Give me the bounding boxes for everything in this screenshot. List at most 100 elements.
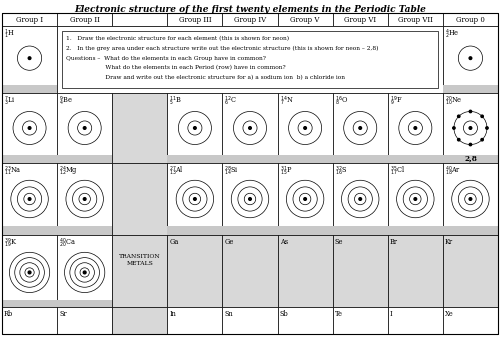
- Text: $^{16}_{8}$O: $^{16}_{8}$O: [334, 95, 348, 108]
- Circle shape: [194, 127, 196, 129]
- Bar: [2, 155, 57, 163]
- Bar: [168, 235, 222, 307]
- Text: Sb: Sb: [280, 310, 288, 318]
- Bar: [278, 163, 332, 235]
- Text: 1.   Draw the electronic structure for each element (this is shown for neon): 1. Draw the electronic structure for eac…: [66, 36, 289, 41]
- Text: Group IV: Group IV: [234, 16, 266, 23]
- Text: Group VI: Group VI: [344, 16, 376, 23]
- Text: Draw and write out the electronic structure for a) a sodium ion  b) a chloride i: Draw and write out the electronic struct…: [66, 75, 345, 80]
- Bar: [278, 235, 332, 307]
- Text: $^{39}_{19}$K: $^{39}_{19}$K: [4, 237, 18, 250]
- Text: Te: Te: [334, 310, 342, 318]
- Text: Se: Se: [334, 238, 343, 246]
- Bar: [332, 93, 388, 163]
- Text: $^{4}_{2}$He: $^{4}_{2}$He: [445, 28, 460, 41]
- Circle shape: [458, 115, 460, 118]
- Bar: [222, 155, 278, 163]
- Text: As: As: [280, 238, 287, 246]
- Bar: [332, 13, 388, 26]
- Text: $^{23}_{11}$Na: $^{23}_{11}$Na: [4, 165, 21, 178]
- Bar: [388, 93, 443, 163]
- Bar: [443, 163, 498, 235]
- Bar: [222, 163, 278, 235]
- Bar: [2, 226, 57, 235]
- Text: In: In: [170, 310, 176, 318]
- Text: $^{12}_{6}$C: $^{12}_{6}$C: [224, 95, 237, 108]
- Circle shape: [359, 127, 362, 129]
- Circle shape: [84, 271, 86, 274]
- Circle shape: [458, 138, 460, 141]
- Bar: [168, 307, 222, 334]
- Text: Group II: Group II: [70, 16, 100, 23]
- Bar: [278, 307, 332, 334]
- Bar: [57, 93, 112, 163]
- Bar: [57, 235, 112, 307]
- Bar: [332, 226, 388, 235]
- Text: 2,8: 2,8: [464, 155, 477, 163]
- Text: I: I: [390, 310, 392, 318]
- Bar: [388, 307, 443, 334]
- Text: Group I: Group I: [16, 16, 43, 23]
- Bar: [57, 13, 112, 26]
- Circle shape: [470, 110, 472, 113]
- Text: Br: Br: [390, 238, 398, 246]
- Bar: [57, 155, 112, 163]
- Circle shape: [481, 138, 484, 141]
- Text: $^{31}_{15}$P: $^{31}_{15}$P: [280, 165, 292, 178]
- Bar: [222, 307, 278, 334]
- Bar: [332, 155, 388, 163]
- Circle shape: [248, 127, 252, 129]
- Bar: [2, 307, 57, 334]
- Bar: [2, 163, 57, 235]
- Text: $^{40}_{20}$Ca: $^{40}_{20}$Ca: [59, 237, 76, 250]
- Circle shape: [84, 198, 86, 200]
- Bar: [168, 13, 222, 26]
- Text: $^{7}_{3}$Li: $^{7}_{3}$Li: [4, 95, 16, 108]
- Circle shape: [304, 127, 306, 129]
- Bar: [112, 235, 168, 307]
- Circle shape: [28, 271, 31, 274]
- Text: Sn: Sn: [224, 310, 233, 318]
- Bar: [2, 85, 57, 93]
- Text: Ge: Ge: [224, 238, 234, 246]
- Bar: [332, 307, 388, 334]
- Bar: [388, 13, 443, 26]
- Bar: [278, 226, 332, 235]
- Bar: [112, 307, 168, 334]
- Circle shape: [469, 57, 472, 59]
- Bar: [2, 26, 57, 93]
- Circle shape: [469, 198, 472, 200]
- Circle shape: [469, 127, 472, 129]
- Text: Group V: Group V: [290, 16, 320, 23]
- Bar: [388, 163, 443, 235]
- Bar: [57, 163, 112, 235]
- Text: $^{35}_{17}$Cl: $^{35}_{17}$Cl: [390, 165, 405, 178]
- Bar: [57, 226, 112, 235]
- Circle shape: [28, 127, 31, 129]
- Circle shape: [481, 115, 484, 118]
- Text: $^{20}_{10}$Ne: $^{20}_{10}$Ne: [445, 95, 462, 108]
- Bar: [443, 85, 498, 93]
- Text: Group 0: Group 0: [456, 16, 485, 23]
- Text: Xe: Xe: [445, 310, 454, 318]
- Circle shape: [84, 127, 86, 129]
- Circle shape: [28, 57, 31, 59]
- Text: Kr: Kr: [445, 238, 453, 246]
- Bar: [332, 235, 388, 307]
- Bar: [443, 26, 498, 93]
- Bar: [388, 235, 443, 307]
- Text: $^{9}_{4}$Be: $^{9}_{4}$Be: [59, 95, 73, 108]
- Text: $^{27}_{13}$Al: $^{27}_{13}$Al: [170, 165, 184, 178]
- Text: What do the elements in each Period (row) have in common?: What do the elements in each Period (row…: [66, 65, 286, 70]
- Bar: [443, 93, 498, 163]
- Circle shape: [304, 198, 306, 200]
- Bar: [2, 93, 57, 163]
- Bar: [332, 163, 388, 235]
- Text: $^{1}_{1}$H: $^{1}_{1}$H: [4, 28, 14, 41]
- Circle shape: [248, 198, 252, 200]
- Circle shape: [359, 198, 362, 200]
- Text: $^{19}_{9}$F: $^{19}_{9}$F: [390, 95, 402, 108]
- Bar: [168, 163, 222, 235]
- Bar: [168, 226, 222, 235]
- Circle shape: [470, 143, 472, 146]
